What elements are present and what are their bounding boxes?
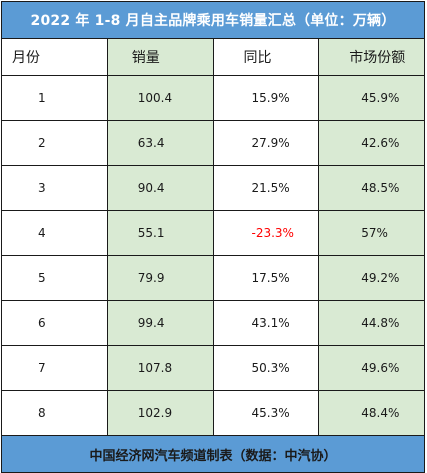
cell-sales: 79.9 — [106, 255, 214, 301]
cell-month: 8 — [1, 390, 108, 436]
cell-yoy: 15.9% — [212, 75, 320, 121]
cell-share: 48.5% — [318, 165, 425, 211]
header-yoy: 同比 — [212, 38, 320, 76]
cell-month: 3 — [1, 165, 108, 211]
cell-sales: 63.4 — [106, 120, 214, 166]
cell-share: 57% — [318, 210, 425, 256]
cell-share: 42.6% — [318, 120, 425, 166]
cell-sales: 107.8 — [106, 345, 214, 391]
cell-share: 49.6% — [318, 345, 425, 391]
table-header-row: 月份 销量 同比 市场份额 — [1, 38, 425, 76]
table-row: 2 63.4 27.9% 42.6% — [1, 120, 425, 166]
table-row: 1 100.4 15.9% 45.9% — [1, 75, 425, 121]
cell-share: 49.2% — [318, 255, 425, 301]
cell-yoy: 50.3% — [212, 345, 320, 391]
cell-sales: 100.4 — [106, 75, 214, 121]
cell-sales: 99.4 — [106, 300, 214, 346]
cell-month: 1 — [1, 75, 108, 121]
cell-month: 6 — [1, 300, 108, 346]
cell-month: 7 — [1, 345, 108, 391]
table-row: 6 99.4 43.1% 44.8% — [1, 300, 425, 346]
table-row: 7 107.8 50.3% 49.6% — [1, 345, 425, 391]
cell-month: 4 — [1, 210, 108, 256]
cell-sales: 55.1 — [106, 210, 214, 256]
header-month: 月份 — [1, 38, 108, 76]
header-sales: 销量 — [106, 38, 214, 76]
cell-yoy: 27.9% — [212, 120, 320, 166]
table-row: 3 90.4 21.5% 48.5% — [1, 165, 425, 211]
cell-share: 48.4% — [318, 390, 425, 436]
cell-sales: 102.9 — [106, 390, 214, 436]
table-footer-row: 中国经济网汽车频道制表（数据：中汽协） — [1, 435, 425, 473]
cell-share: 44.8% — [318, 300, 425, 346]
cell-yoy: 17.5% — [212, 255, 320, 301]
table-row: 8 102.9 45.3% 48.4% — [1, 390, 425, 436]
table-row: 5 79.9 17.5% 49.2% — [1, 255, 425, 301]
cell-yoy-negative: -23.3% — [212, 210, 320, 256]
table-footer: 中国经济网汽车频道制表（数据：中汽协） — [1, 435, 425, 473]
table-title: 2022 年 1-8 月自主品牌乘用车销量汇总（单位：万辆） — [1, 1, 425, 39]
table-title-row: 2022 年 1-8 月自主品牌乘用车销量汇总（单位：万辆） — [1, 1, 425, 39]
cell-month: 5 — [1, 255, 108, 301]
cell-yoy: 21.5% — [212, 165, 320, 211]
cell-yoy: 45.3% — [212, 390, 320, 436]
table-row: 4 55.1 -23.3% 57% — [1, 210, 425, 256]
cell-yoy: 43.1% — [212, 300, 320, 346]
header-share: 市场份额 — [318, 38, 425, 76]
cell-sales: 90.4 — [106, 165, 214, 211]
cell-share: 45.9% — [318, 75, 425, 121]
cell-month: 2 — [1, 120, 108, 166]
